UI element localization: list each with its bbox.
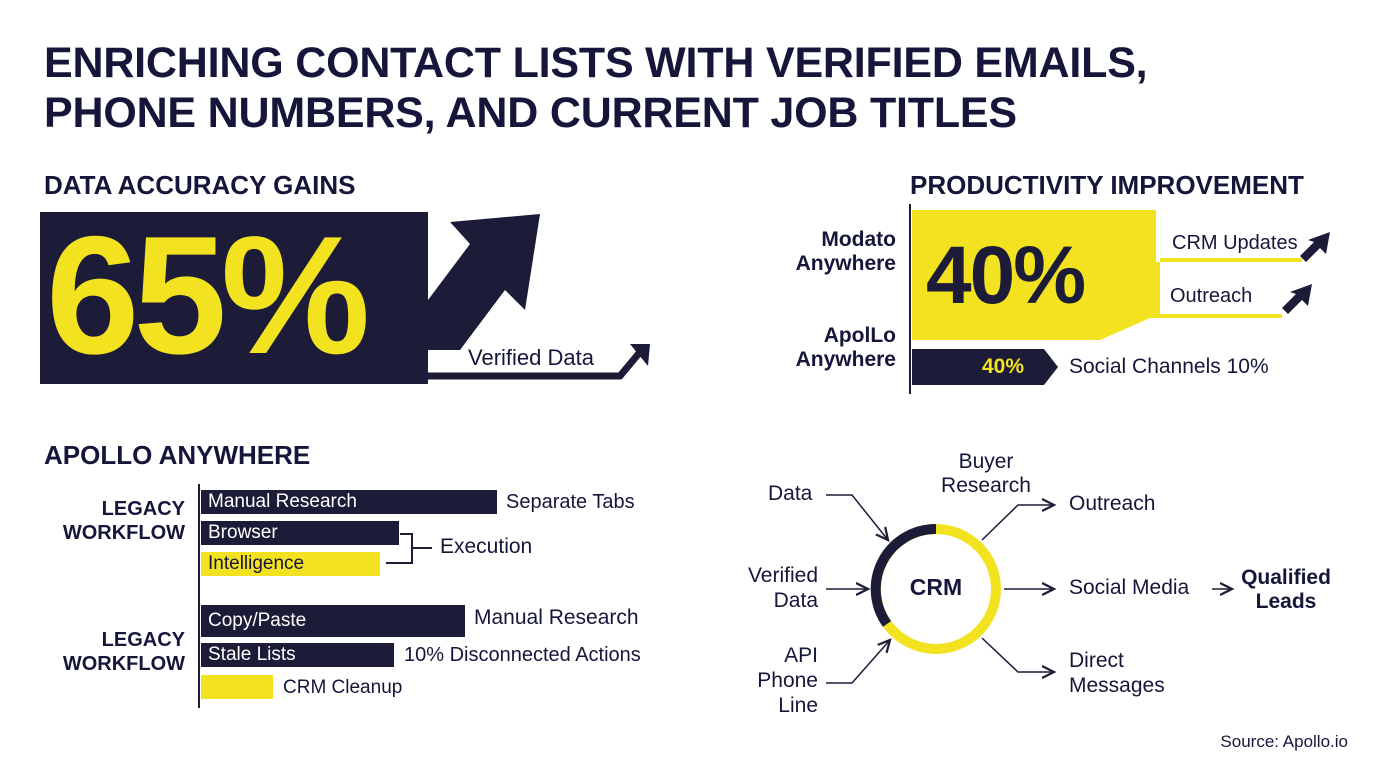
page-title: ENRICHING CONTACT LISTS WITH VERIFIED EM… <box>44 38 1148 138</box>
source-note: Source: Apollo.io <box>1220 732 1348 751</box>
group1-label: LEGACY WORKFLOW <box>40 497 185 545</box>
outreach-arrow-icon <box>1282 284 1312 314</box>
output-social-channels: Social Channels 10% <box>1069 355 1269 378</box>
note-execution: Execution <box>440 535 533 558</box>
row1-line2: Anywhere <box>795 252 896 275</box>
bar-copy-paste: Copy/Paste <box>201 605 465 637</box>
qualified-line1: Qualified <box>1241 566 1331 589</box>
bar-browser: Browser <box>201 521 399 545</box>
accuracy-heading: DATA ACCURACY GAINS <box>44 170 356 200</box>
bar-crm-cleanup <box>201 675 273 699</box>
top-buyer-research: Buyer Research <box>926 450 1046 498</box>
accuracy-bar-shape <box>40 212 428 384</box>
productivity-value-2: 40% <box>982 355 1025 378</box>
output-social-media: Social Media <box>1069 576 1190 599</box>
api-line1: API <box>784 644 818 667</box>
result-qualified-leads: Qualified Leads <box>1236 566 1336 614</box>
verified-underline <box>428 349 643 380</box>
buyer-line1: Buyer <box>958 450 1014 473</box>
group1-line2: WORKFLOW <box>62 522 185 544</box>
buyer-line2: Research <box>941 474 1031 497</box>
output-crm-updates: CRM Updates <box>1172 232 1298 254</box>
arrow-api <box>826 640 890 684</box>
group2-label: LEGACY WORKFLOW <box>40 628 185 676</box>
group1-line1: LEGACY <box>101 498 185 520</box>
bar-manual-research: Manual Research <box>201 490 497 514</box>
productivity-row-label-1: Modato Anywhere <box>760 228 896 276</box>
qualified-line2: Leads <box>1255 590 1317 613</box>
direct-line1: Direct <box>1069 649 1124 672</box>
note-separate-tabs: Separate Tabs <box>506 491 635 513</box>
verified-line2: Data <box>773 589 818 612</box>
input-api-phone-line: API Phone Line <box>734 643 818 718</box>
productivity-value-1: 40% <box>926 230 1086 321</box>
bar-intelligence: Intelligence <box>201 552 380 576</box>
arrow-direct <box>981 637 1054 672</box>
title-line-1: ENRICHING CONTACT LISTS WITH VERIFIED EM… <box>44 39 1148 87</box>
title-line-2: PHONE NUMBERS, AND CURRENT JOB TITLES <box>44 89 1017 137</box>
apollo-heading: APOLLO ANYWHERE <box>44 440 311 470</box>
row2-line2: Anywhere <box>795 348 896 371</box>
api-line3: Line <box>778 694 818 717</box>
productivity-navy-bar <box>912 349 1058 385</box>
crm-ring-navy <box>870 523 937 627</box>
crm-updates-arrow-icon <box>1300 232 1330 262</box>
productivity-heading: PRODUCTIVITY IMPROVEMENT <box>910 170 1304 200</box>
note-disconnected-actions: 10% Disconnected Actions <box>404 644 641 666</box>
api-line2: Phone <box>757 669 818 692</box>
verified-line1: Verified <box>747 564 818 587</box>
output-outreach: Outreach <box>1170 285 1253 307</box>
note-manual-research: Manual Research <box>474 606 639 629</box>
big-arrow-icon <box>428 214 540 350</box>
group2-line1: LEGACY <box>101 629 185 651</box>
row1-line1: Modato <box>821 228 896 251</box>
productivity-row-label-2: ApolLo Anywhere <box>760 324 896 372</box>
input-verified-data: Verified Data <box>734 563 818 613</box>
accuracy-value: 65% <box>46 201 370 389</box>
output-direct-messages: Direct Messages <box>1069 648 1165 698</box>
note-crm-cleanup: CRM Cleanup <box>283 677 403 698</box>
input-data: Data <box>768 482 813 505</box>
row2-line1: ApolLo <box>823 324 896 347</box>
group2-line2: WORKFLOW <box>62 653 185 675</box>
output-flow-outreach: Outreach <box>1069 492 1156 515</box>
crm-center-label: CRM <box>909 574 963 600</box>
arrow-outreach <box>981 505 1054 541</box>
small-arrow-icon <box>630 344 650 366</box>
arrow-data <box>826 494 888 540</box>
bar-stale-lists: Stale Lists <box>201 643 394 667</box>
direct-line2: Messages <box>1069 674 1165 697</box>
accuracy-label: Verified Data <box>468 345 594 370</box>
productivity-yellow-shape <box>912 210 1302 340</box>
